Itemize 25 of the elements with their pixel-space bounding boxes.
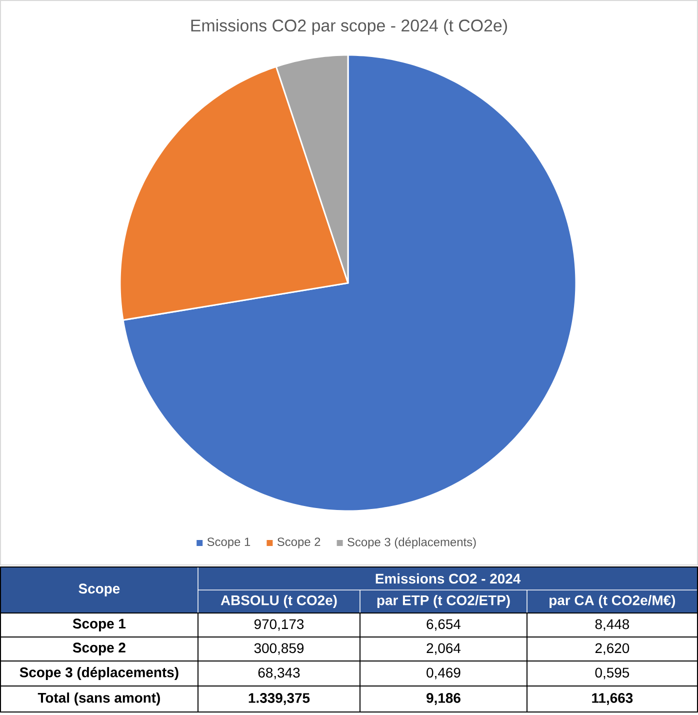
category-label: Scope 2	[72, 642, 126, 656]
text: ABSOLU (t CO2e)	[220, 595, 337, 608]
text: 9,186	[426, 693, 460, 705]
legend-label: Scope 1	[207, 538, 250, 548]
legend-label: Scope 2	[277, 538, 320, 548]
chart-title: Emissions CO2 par scope - 2024 (t CO2e)	[191, 19, 507, 35]
text: 6,654	[426, 619, 461, 631]
text: 2,064	[426, 643, 461, 655]
text: 0,469	[426, 668, 460, 680]
text: 68,343	[258, 668, 300, 680]
category-label: Scope	[78, 584, 120, 596]
text: 970,173	[254, 619, 304, 631]
text: Emissions CO2 - 2024	[376, 573, 521, 584]
category-label: Scope 3 (déplacements)	[20, 666, 178, 680]
text: 2,620	[595, 643, 630, 655]
category-label: Total (sans amont)	[38, 692, 160, 706]
text: 11,663	[592, 693, 633, 705]
text: 1.339,375	[248, 693, 310, 705]
text: par ETP (t CO2/ETP)	[377, 595, 510, 608]
category-label: Scope 1	[72, 618, 126, 632]
text: 8,448	[595, 619, 630, 631]
legend-label: Scope 3 (déplacements)	[348, 537, 476, 549]
text: par CA (t CO2e/M€)	[550, 595, 676, 608]
text: 300,859	[254, 643, 304, 655]
text: 0,595	[595, 668, 630, 680]
